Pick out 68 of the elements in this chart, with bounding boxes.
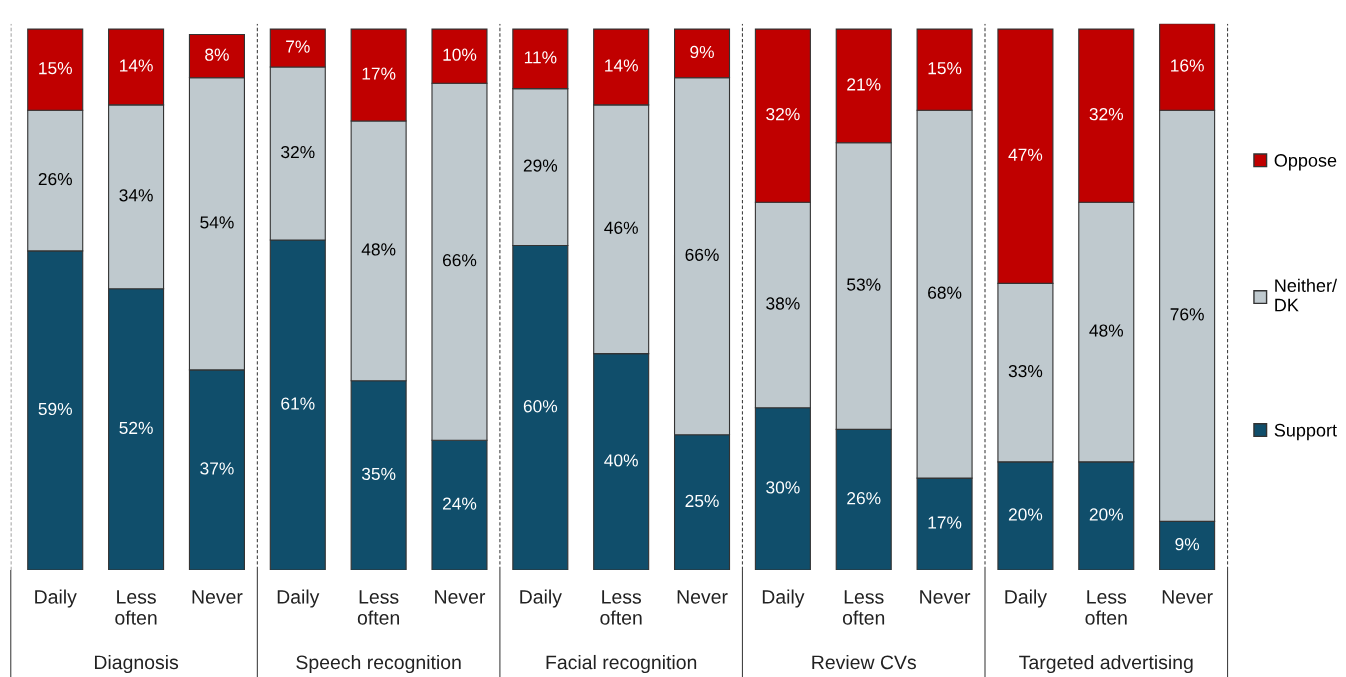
- x-tick-label: Less often: [600, 590, 642, 625]
- data-label: 10%: [443, 48, 477, 61]
- data-label: 24%: [442, 497, 477, 510]
- text: Targeted advertising: [1019, 654, 1193, 674]
- data-label: 25%: [685, 494, 719, 508]
- data-label: 11%: [524, 51, 557, 64]
- data-label: 17%: [362, 67, 396, 80]
- data-label: 46%: [604, 221, 638, 234]
- data-label: 59%: [38, 402, 72, 416]
- x-tick-label: Daily: [35, 589, 77, 608]
- data-label: 48%: [1089, 324, 1124, 337]
- data-label: 20%: [1089, 508, 1124, 521]
- data-label: 61%: [281, 397, 315, 410]
- data-label: 33%: [1008, 364, 1043, 378]
- data-label: 38%: [766, 297, 800, 310]
- data-label: 9%: [1175, 538, 1200, 551]
- data-label: 32%: [281, 145, 315, 159]
- data-label: 26%: [847, 492, 881, 505]
- x-tick-label: Daily: [277, 589, 320, 608]
- data-label: 7%: [286, 40, 310, 53]
- x-tick-label: Never: [1162, 590, 1213, 604]
- data-label: 15%: [928, 62, 962, 75]
- legend-label: Support: [1274, 423, 1337, 441]
- data-label: 68%: [928, 286, 962, 299]
- data-label: 32%: [766, 108, 800, 121]
- data-label: 66%: [442, 254, 477, 267]
- x-tick-label: Never: [435, 590, 486, 604]
- text: Facial recognition: [546, 654, 697, 674]
- data-label: 66%: [685, 248, 719, 261]
- data-label: 21%: [847, 78, 881, 91]
- data-label: 8%: [205, 48, 229, 61]
- data-label: 35%: [361, 467, 396, 481]
- x-tick-label: Never: [192, 590, 243, 604]
- data-label: 60%: [523, 400, 558, 413]
- legend-label: Oppose: [1274, 154, 1337, 171]
- data-label: 20%: [1008, 508, 1043, 521]
- text: Review CVs: [812, 654, 916, 670]
- x-tick-label: Daily: [520, 589, 562, 608]
- data-label: 48%: [361, 243, 396, 256]
- data-label: 47%: [1008, 148, 1043, 161]
- data-label: 26%: [38, 172, 72, 186]
- data-label: 14%: [120, 59, 153, 72]
- data-label: 15%: [39, 62, 72, 75]
- data-label: 29%: [523, 159, 558, 172]
- data-label: 76%: [1170, 308, 1204, 321]
- legend-label: Neither/ DK: [1275, 278, 1338, 312]
- data-label: 16%: [1171, 59, 1204, 72]
- x-tick-label: Less often: [115, 590, 157, 625]
- data-label: 37%: [200, 462, 234, 475]
- data-label: 53%: [847, 278, 881, 291]
- text: Speech recognition: [296, 654, 461, 674]
- data-label: 52%: [119, 421, 153, 435]
- x-tick-label: Less often: [1085, 590, 1127, 625]
- text: Diagnosis: [94, 654, 179, 674]
- x-tick-label: Daily: [762, 589, 805, 608]
- data-label: 54%: [200, 216, 234, 229]
- x-tick-label: Less often: [842, 590, 885, 625]
- data-label: 40%: [604, 454, 638, 467]
- data-label: 9%: [690, 45, 714, 59]
- data-label: 17%: [928, 516, 962, 529]
- x-tick-label: Never: [677, 590, 728, 604]
- data-label: 30%: [766, 481, 800, 494]
- data-label: 14%: [605, 59, 638, 72]
- data-label: 34%: [119, 189, 153, 202]
- x-tick-label: Daily: [1005, 589, 1047, 608]
- x-tick-label: Less often: [357, 590, 399, 625]
- data-label: 32%: [1089, 108, 1124, 121]
- x-tick-label: Never: [920, 590, 971, 604]
